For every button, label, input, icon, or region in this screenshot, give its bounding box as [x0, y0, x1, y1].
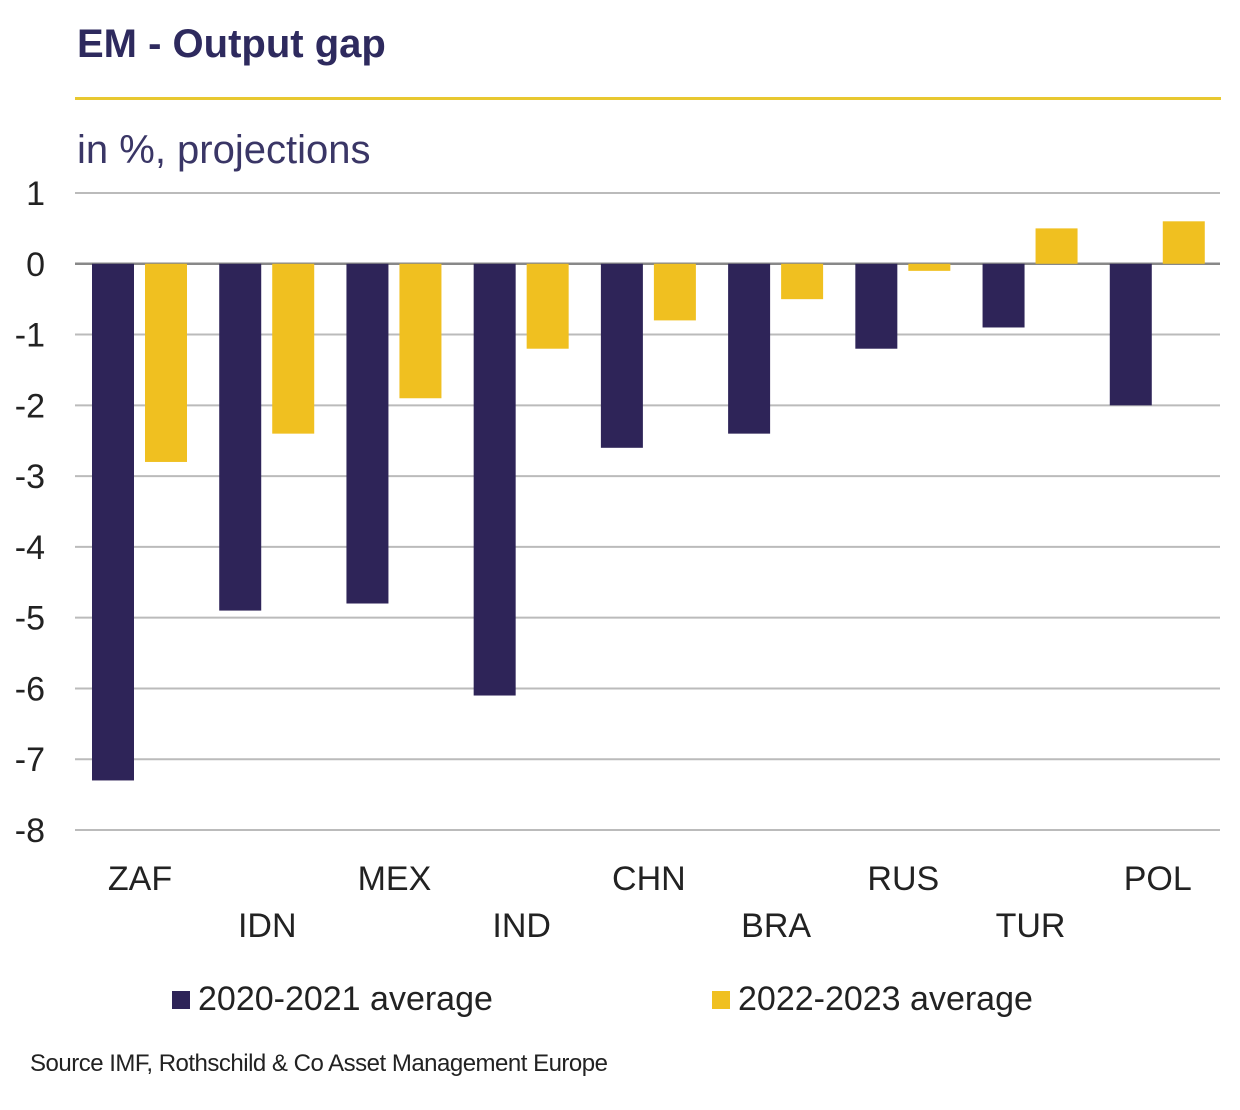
y-tick-label: -3 — [15, 458, 45, 496]
bar-tur-2022-2023 — [1035, 228, 1078, 264]
x-tick-label: ZAF — [108, 860, 172, 898]
bar-rus-2020-2021 — [855, 263, 898, 349]
bar-rus-2022-2023 — [908, 263, 951, 271]
bar-chn-2020-2021 — [600, 263, 643, 448]
y-tick-label: -1 — [15, 317, 45, 355]
bar-mex-2022-2023 — [399, 263, 442, 399]
bar-zaf-2020-2021 — [92, 263, 134, 781]
x-tick-label: BRA — [741, 907, 811, 945]
bar-ind-2020-2021 — [473, 263, 516, 696]
y-tick-label: 0 — [26, 246, 45, 284]
y-tick-label: -5 — [15, 600, 45, 638]
legend-label: 2020-2021 average — [198, 980, 493, 1018]
chart-subtitle: in %, projections — [77, 128, 371, 172]
bar-idn-2020-2021 — [219, 263, 262, 611]
x-tick-label: CHN — [612, 860, 686, 898]
bar-zaf-2022-2023 — [145, 263, 187, 462]
source-note: Source IMF, Rothschild & Co Asset Manage… — [30, 1050, 608, 1077]
bar-idn-2022-2023 — [272, 263, 315, 434]
bar-ind-2022-2023 — [526, 263, 569, 349]
chart-title: EM - Output gap — [77, 22, 386, 66]
bar-chn-2022-2023 — [653, 263, 696, 321]
legend-item-2022-2023: 2022-2023 average — [712, 980, 1033, 1019]
bar-bra-2022-2023 — [781, 263, 824, 300]
title-divider — [75, 97, 1221, 100]
x-tick-label: MEX — [358, 860, 432, 898]
legend-swatch — [712, 990, 730, 1009]
x-tick-label: IDN — [238, 907, 297, 945]
bar-pol-2022-2023 — [1162, 221, 1205, 264]
y-tick-label: 1 — [26, 175, 45, 213]
bar-pol-2020-2021 — [1109, 263, 1152, 406]
x-tick-label: IND — [492, 907, 551, 945]
x-tick-label: POL — [1124, 860, 1192, 898]
legend-label: 2022-2023 average — [738, 980, 1033, 1018]
y-tick-label: -4 — [15, 529, 45, 567]
y-tick-label: -8 — [15, 812, 45, 850]
x-tick-label: RUS — [867, 860, 939, 898]
y-tick-label: -2 — [15, 387, 45, 425]
y-tick-label: -7 — [15, 741, 45, 779]
legend-item-2020-2021: 2020-2021 average — [172, 980, 493, 1019]
bar-bra-2020-2021 — [728, 263, 771, 434]
bar-mex-2020-2021 — [346, 263, 389, 604]
bar-tur-2020-2021 — [982, 263, 1025, 328]
legend-swatch — [172, 990, 190, 1009]
x-tick-label: TUR — [996, 907, 1066, 945]
y-tick-label: -6 — [15, 670, 45, 708]
